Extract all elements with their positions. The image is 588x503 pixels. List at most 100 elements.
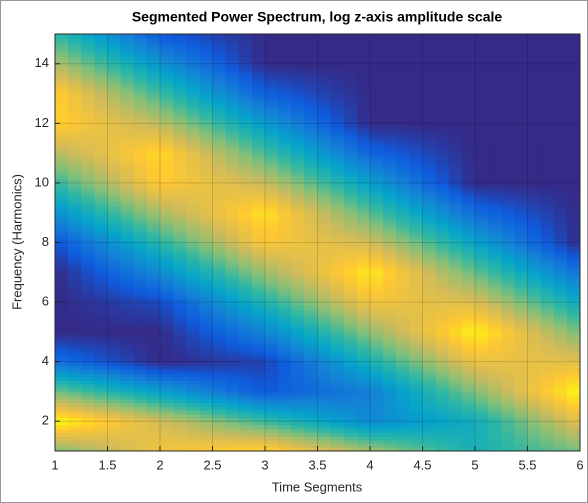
contour-cell: [566, 56, 580, 61]
contour-cell: [107, 156, 122, 162]
contour-cell: [330, 56, 345, 61]
contour-cell: [566, 365, 580, 370]
contour-cell: [186, 346, 200, 352]
contour-cell: [553, 316, 568, 322]
contour-cell: [146, 417, 161, 422]
contour-cell: [435, 190, 450, 195]
contour-cell: [317, 290, 332, 296]
contour-cell: [383, 320, 397, 326]
contour-cell: [553, 227, 568, 232]
contour-cell: [540, 279, 555, 285]
contour-cell: [409, 164, 424, 169]
contour-cell: [317, 316, 332, 322]
contour-cell: [225, 249, 240, 255]
contour-cell: [304, 253, 319, 258]
contour-cell: [370, 443, 384, 448]
contour-cell: [448, 123, 463, 128]
contour-cell: [527, 127, 542, 132]
contour-cell: [199, 123, 214, 128]
contour-cell: [107, 115, 122, 121]
contour-cell: [553, 238, 568, 244]
contour-cell: [370, 272, 384, 277]
contour-cell: [146, 350, 161, 355]
contour-cell: [304, 149, 319, 154]
contour-cell: [396, 298, 410, 303]
contour-cell: [370, 63, 384, 69]
contour-cell: [409, 127, 424, 132]
contour-cell: [291, 231, 305, 236]
contour-cell: [212, 328, 227, 333]
contour-cell: [435, 48, 450, 54]
contour-cell: [107, 331, 122, 337]
contour-cell: [330, 156, 345, 162]
contour-cell: [107, 272, 122, 277]
contour-cell: [81, 208, 95, 214]
contour-cell: [370, 52, 384, 57]
contour-cell: [160, 238, 174, 244]
contour-cell: [251, 350, 266, 355]
axes-box: [54, 33, 581, 452]
contour-cell: [291, 249, 305, 255]
contour-cell: [107, 257, 122, 262]
contour-cell: [238, 175, 253, 180]
contour-cell: [304, 380, 319, 385]
contour-cell: [396, 78, 410, 84]
contour-cell: [199, 398, 214, 404]
contour-cell: [396, 361, 410, 366]
contour-cell: [173, 104, 187, 110]
contour-cell: [370, 45, 384, 50]
contour-cell: [278, 115, 292, 121]
contour-cell: [488, 436, 502, 441]
contour-cell: [265, 287, 279, 292]
contour-cell: [146, 361, 161, 366]
contour-cell: [304, 190, 319, 195]
contour-cell: [540, 145, 555, 151]
contour-cell: [553, 212, 568, 218]
contour-cell: [55, 324, 69, 329]
contour-cell: [133, 354, 148, 359]
contour-cell: [540, 82, 555, 87]
contour-cell: [422, 283, 437, 288]
contour-cell: [265, 339, 279, 344]
contour-cell: [475, 331, 489, 337]
contour-cell: [107, 350, 122, 355]
contour-cell: [488, 37, 502, 43]
contour-cell: [317, 41, 332, 46]
contour-cell: [553, 175, 568, 180]
contour-cell: [120, 432, 135, 437]
contour-cell: [396, 354, 410, 359]
contour-cell: [186, 290, 200, 296]
contour-cell: [370, 264, 384, 270]
contour-cell: [553, 290, 568, 296]
contour-cell: [527, 372, 542, 378]
contour-cell: [488, 194, 502, 199]
contour-cell: [330, 398, 345, 404]
contour-cell: [475, 436, 489, 441]
contour-cell: [146, 208, 161, 214]
contour-cell: [527, 298, 542, 303]
contour-cell: [238, 108, 253, 113]
contour-cell: [94, 354, 109, 359]
contour-cell: [146, 309, 161, 314]
x-tick-label: 4: [366, 457, 373, 472]
contour-cell: [501, 48, 515, 54]
contour-cell: [133, 164, 148, 169]
contour-cell: [94, 71, 109, 76]
contour-cell: [475, 37, 489, 43]
contour-cell: [461, 313, 476, 318]
contour-cell: [68, 320, 82, 326]
contour-cell: [146, 380, 161, 385]
contour-cell: [173, 253, 187, 258]
contour-cell: [186, 331, 200, 337]
contour-cell: [278, 264, 292, 270]
contour-cell: [173, 82, 187, 87]
contour-cell: [475, 447, 489, 451]
contour-cell: [396, 186, 410, 191]
contour-cell: [186, 324, 200, 329]
contour-cell: [370, 372, 384, 378]
contour-cell: [383, 313, 397, 318]
contour-cell: [278, 369, 292, 374]
contour-cell: [55, 290, 69, 296]
contour-cell: [212, 365, 227, 370]
contour-cell: [435, 52, 450, 57]
